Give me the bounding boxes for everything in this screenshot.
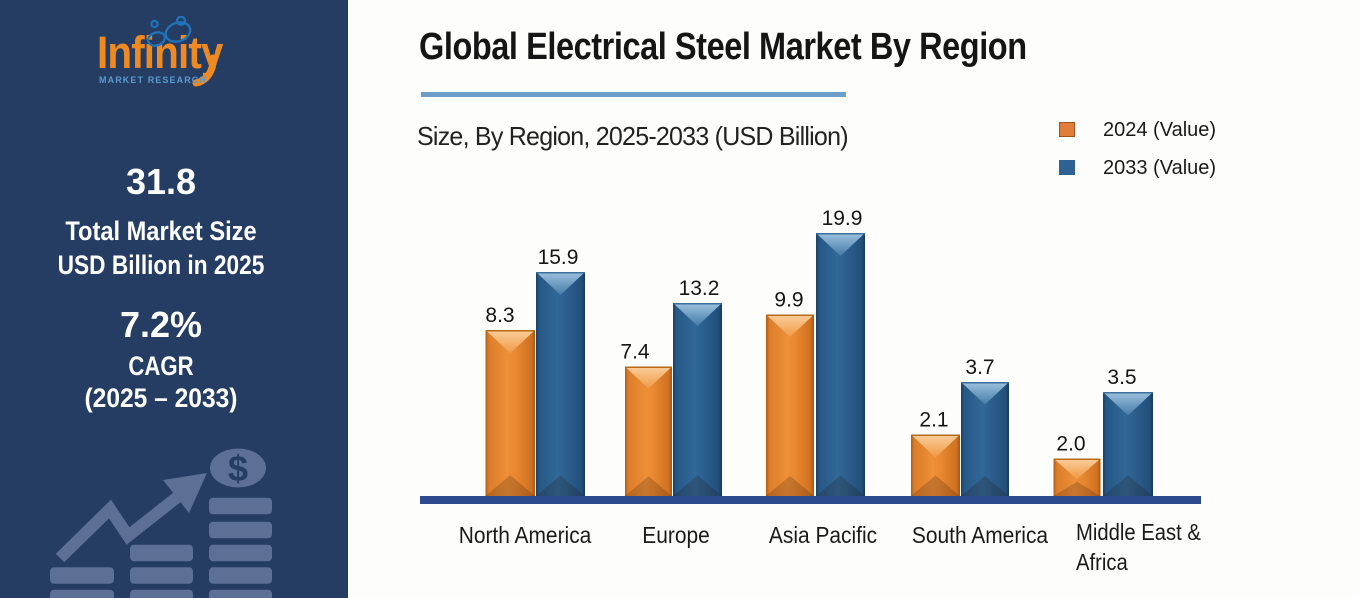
svg-text:$: $ <box>228 448 248 489</box>
svg-text:15.9: 15.9 <box>538 246 579 269</box>
svg-text:8.3: 8.3 <box>485 304 514 327</box>
svg-text:3.7: 3.7 <box>965 356 994 379</box>
svg-text:2.0: 2.0 <box>1056 433 1085 456</box>
svg-text:9.9: 9.9 <box>774 289 803 312</box>
svg-text:3.5: 3.5 <box>1107 366 1136 389</box>
svg-text:2.1: 2.1 <box>919 409 948 432</box>
svg-text:13.2: 13.2 <box>679 277 720 300</box>
svg-text:7.4: 7.4 <box>620 341 650 364</box>
svg-text:19.9: 19.9 <box>822 207 863 230</box>
